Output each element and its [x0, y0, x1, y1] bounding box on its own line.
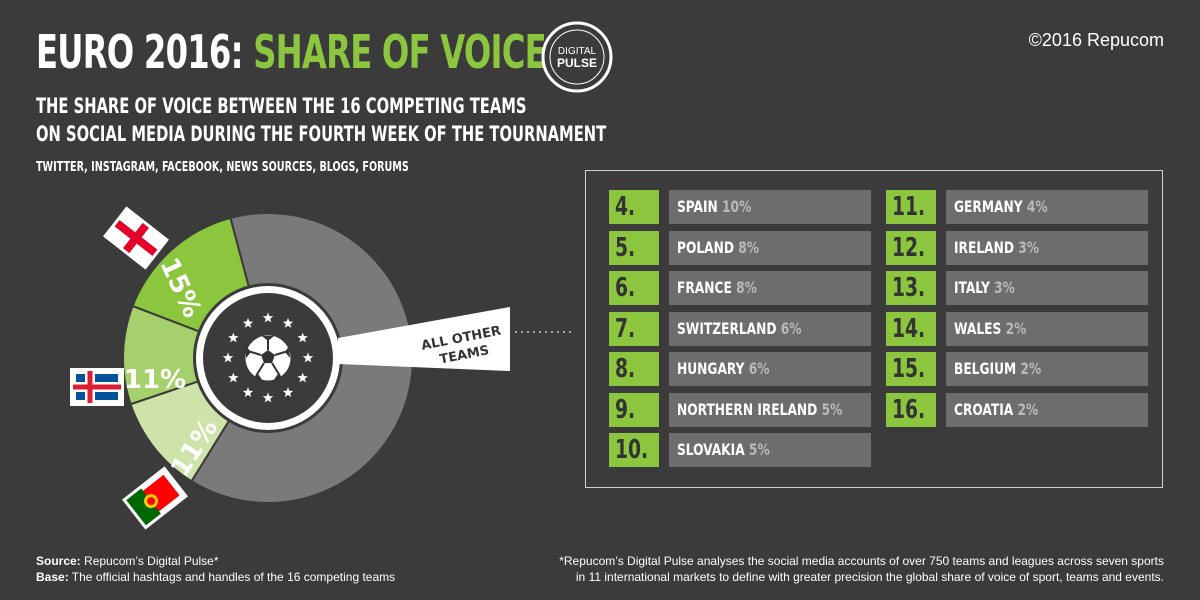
- team-name: GERMANY: [954, 197, 1023, 216]
- team-rank: 6.: [609, 271, 659, 305]
- iceland-flag-icon: [70, 368, 124, 406]
- team-name: POLAND: [677, 237, 735, 257]
- team-share: 3%: [994, 278, 1015, 297]
- star-icon: [282, 387, 294, 398]
- portugal-flag-icon: [122, 466, 188, 530]
- team-rank: 11.: [886, 190, 936, 224]
- footer-note-line2: in 11 international markets to define wi…: [575, 570, 1164, 584]
- team-rank: 7.: [609, 311, 659, 346]
- base-text: The official hashtags and handles of the…: [68, 570, 396, 584]
- team-share: 4%: [1026, 197, 1048, 216]
- data-sources: TWITTER, INSTAGRAM, FACEBOOK, NEWS SOURC…: [36, 160, 409, 175]
- team-bar: SLOVAKIA 5%: [669, 433, 871, 467]
- team-bar: SWITZERLAND 6%: [669, 311, 871, 346]
- team-bar: SPAIN 10%: [669, 190, 871, 224]
- team-name: ITALY: [954, 278, 990, 297]
- title-main: EURO 2016:: [36, 25, 244, 79]
- star-icon: [228, 372, 239, 383]
- team-rank: 9.: [609, 392, 659, 427]
- title-accent: SHARE OF VOICE: [253, 25, 547, 79]
- team-share: 6%: [780, 318, 802, 338]
- footer-note-line1: *Repucom’s Digital Pulse analyses the so…: [559, 554, 1164, 568]
- page-title: EURO 2016: SHARE OF VOICE: [36, 25, 547, 79]
- team-rank: 14.: [886, 311, 936, 346]
- team-bar: POLAND 8%: [669, 230, 871, 265]
- team-share: 5%: [748, 440, 770, 459]
- team-share: 8%: [738, 237, 760, 257]
- source-label: Source:: [36, 554, 81, 568]
- stars-ring: [222, 312, 314, 403]
- logo-line1: DIGITAL: [558, 46, 597, 57]
- team-name: WALES: [954, 318, 1002, 338]
- star-icon: [262, 312, 274, 323]
- team-share: 3%: [1018, 237, 1040, 257]
- team-name: SLOVAKIA: [677, 440, 745, 459]
- team-rank: 12.: [886, 230, 936, 265]
- team-name: SWITZERLAND: [677, 318, 777, 338]
- england-flag-icon: [103, 206, 169, 270]
- team-name: SPAIN: [677, 197, 718, 216]
- team-rank: 10.: [609, 433, 659, 467]
- team-name: IRELAND: [954, 237, 1015, 257]
- logo-line2: PULSE: [557, 56, 597, 70]
- football-icon: [244, 334, 292, 382]
- footer-sources: Source: Repucom’s Digital Pulse* Base: T…: [36, 553, 395, 585]
- team-bar: IRELAND 3%: [946, 230, 1148, 265]
- team-share: 2%: [1017, 399, 1039, 419]
- star-icon: [262, 392, 274, 403]
- team-share: 10%: [722, 197, 752, 216]
- team-bar: CROATIA 2%: [946, 392, 1148, 427]
- team-share: 2%: [1020, 359, 1042, 378]
- team-rank: 8.: [609, 352, 659, 386]
- team-share: 5%: [821, 399, 843, 419]
- team-bar: FRANCE 8%: [669, 271, 871, 305]
- slice-all-other-teams: [190, 212, 414, 504]
- star-icon: [222, 352, 234, 363]
- subtitle: THE SHARE OF VOICE BETWEEN THE 16 COMPET…: [36, 92, 606, 148]
- team-bar: ITALY 3%: [946, 271, 1148, 305]
- team-name: CROATIA: [954, 399, 1014, 419]
- team-name: HUNGARY: [677, 359, 745, 378]
- other-teams-band: [338, 307, 510, 371]
- footer-note: *Repucom’s Digital Pulse analyses the so…: [504, 553, 1164, 585]
- team-name: NORTHERN IRELAND: [677, 399, 818, 419]
- copyright: ©2016 Repucom: [1028, 30, 1164, 50]
- team-bar: BELGIUM 2%: [946, 352, 1148, 386]
- star-icon: [242, 387, 254, 398]
- team-share: 6%: [748, 359, 770, 378]
- slice-label-iceland: 11%: [124, 365, 186, 395]
- team-name: BELGIUM: [954, 359, 1017, 378]
- team-rank: 13.: [886, 271, 936, 305]
- star-icon: [297, 332, 308, 343]
- team-name: FRANCE: [677, 278, 732, 297]
- star-icon: [302, 352, 314, 363]
- team-bar: NORTHERN IRELAND 5%: [669, 392, 871, 427]
- team-rank: 16.: [886, 392, 936, 427]
- base-label: Base:: [36, 570, 69, 584]
- star-icon: [228, 332, 239, 343]
- team-rank: 5.: [609, 230, 659, 265]
- source-text: Repucom’s Digital Pulse*: [80, 554, 219, 568]
- share-of-voice-donut: ALL OTHER TEAMS 15% 11% 11%: [70, 206, 575, 530]
- star-icon: [242, 317, 254, 328]
- subtitle-line1: THE SHARE OF VOICE BETWEEN THE 16 COMPET…: [36, 94, 527, 118]
- star-icon: [297, 372, 308, 383]
- other-teams-panel: 4. SPAIN 10% 5. POLAND 8% 6. FRANCE 8% 7. SWITZERL…: [585, 170, 1163, 488]
- team-rank: 4.: [609, 190, 659, 224]
- team-rank: 15.: [886, 352, 936, 386]
- team-bar: GERMANY 4%: [946, 190, 1148, 224]
- team-share: 8%: [736, 278, 757, 297]
- star-icon: [282, 317, 294, 328]
- donut-slices: [122, 212, 414, 504]
- team-share: 2%: [1005, 318, 1027, 338]
- team-bar: HUNGARY 6%: [669, 352, 871, 386]
- subtitle-line2: ON SOCIAL MEDIA DURING THE FOURTH WEEK O…: [36, 122, 607, 146]
- team-bar: WALES 2%: [946, 311, 1148, 346]
- digital-pulse-logo: DIGITAL PULSE: [541, 21, 613, 93]
